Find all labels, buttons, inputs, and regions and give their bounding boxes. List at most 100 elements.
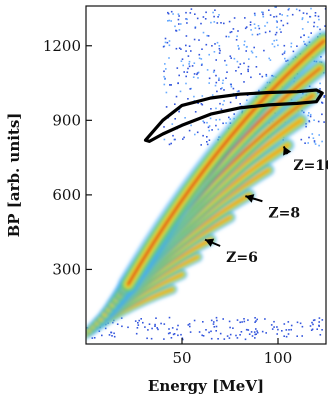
annotation-z6: Z=6 bbox=[204, 238, 258, 266]
noise-point bbox=[188, 45, 191, 47]
noise-point bbox=[232, 327, 234, 329]
noise-point bbox=[174, 103, 176, 105]
noise-point bbox=[163, 138, 166, 141]
noise-point bbox=[219, 332, 222, 335]
noise-point bbox=[254, 333, 256, 336]
noise-point bbox=[276, 333, 278, 335]
noise-point bbox=[248, 333, 251, 335]
noise-point bbox=[300, 138, 303, 141]
noise-point bbox=[189, 331, 192, 333]
band-peak bbox=[126, 39, 326, 287]
noise-point bbox=[243, 81, 245, 83]
noise-point bbox=[279, 13, 281, 15]
noise-point bbox=[247, 319, 249, 321]
noise-point bbox=[301, 325, 304, 328]
noise-point bbox=[196, 72, 199, 74]
noise-point bbox=[239, 321, 241, 324]
noise-point bbox=[228, 337, 231, 339]
noise-point bbox=[212, 323, 215, 325]
noise-point bbox=[228, 320, 231, 323]
noise-point bbox=[178, 23, 180, 25]
noise-point bbox=[214, 84, 217, 87]
noise-point bbox=[171, 123, 174, 125]
noise-point bbox=[164, 78, 166, 80]
annotation-arrow-head bbox=[205, 238, 215, 247]
noise-point bbox=[215, 124, 217, 127]
noise-point bbox=[243, 62, 245, 65]
noise-point bbox=[223, 100, 225, 102]
noise-point bbox=[144, 326, 146, 328]
noise-point bbox=[196, 17, 199, 20]
noise-point bbox=[255, 320, 257, 322]
noise-point bbox=[253, 23, 256, 25]
noise-point bbox=[188, 63, 190, 65]
noise-point bbox=[198, 39, 200, 41]
noise-point bbox=[316, 328, 318, 330]
noise-point bbox=[194, 27, 197, 29]
noise-point bbox=[210, 108, 212, 110]
noise-point bbox=[218, 77, 220, 80]
noise-point bbox=[285, 329, 288, 331]
noise-point bbox=[309, 325, 312, 327]
noise-point bbox=[276, 326, 278, 328]
noise-point bbox=[217, 16, 219, 18]
noise-point bbox=[178, 29, 181, 31]
noise-point bbox=[321, 140, 323, 143]
noise-point bbox=[193, 62, 196, 64]
noise-point bbox=[233, 17, 236, 19]
noise-point bbox=[319, 334, 322, 336]
noise-point bbox=[310, 32, 312, 34]
noise-point bbox=[140, 318, 142, 320]
noise-point bbox=[188, 60, 191, 63]
noise-point bbox=[212, 71, 215, 73]
noise-point bbox=[192, 76, 195, 78]
noise-point bbox=[215, 325, 218, 328]
noise-point bbox=[309, 115, 312, 118]
noise-point bbox=[316, 26, 319, 28]
noise-point bbox=[185, 18, 187, 20]
noise-point bbox=[318, 144, 320, 147]
highlight-contour bbox=[143, 88, 324, 143]
noise-point bbox=[219, 102, 221, 105]
noise-point bbox=[265, 73, 268, 76]
noise-point bbox=[213, 51, 216, 53]
noise-point bbox=[233, 113, 235, 115]
noise-point bbox=[186, 22, 188, 24]
noise-point bbox=[182, 138, 184, 140]
noise-point bbox=[215, 330, 217, 332]
noise-point bbox=[262, 11, 264, 14]
noise-point bbox=[163, 83, 166, 86]
noise-point bbox=[303, 40, 305, 43]
noise-point bbox=[181, 338, 184, 341]
noise-point bbox=[188, 323, 191, 325]
noise-point bbox=[194, 26, 197, 28]
noise-point bbox=[228, 20, 231, 23]
noise-point bbox=[318, 321, 320, 323]
noise-point bbox=[163, 75, 165, 78]
noise-point bbox=[215, 119, 217, 121]
noise-point bbox=[165, 91, 168, 94]
y-axis-label: BP [arb. units] bbox=[5, 113, 23, 238]
noise-point bbox=[168, 57, 170, 59]
noise-point bbox=[184, 117, 186, 119]
noise-point bbox=[202, 134, 204, 137]
noise-point bbox=[168, 44, 171, 47]
x-tick-label: 50 bbox=[172, 349, 191, 367]
noise-point bbox=[222, 103, 224, 106]
noise-point bbox=[254, 337, 256, 339]
noise-point bbox=[172, 333, 175, 336]
noise-point bbox=[236, 60, 239, 63]
noise-point bbox=[209, 117, 212, 120]
noise-point bbox=[222, 122, 224, 125]
noise-point bbox=[276, 21, 278, 23]
noise-point bbox=[203, 121, 206, 124]
annotation-label: Z=6 bbox=[226, 250, 258, 266]
noise-point bbox=[226, 71, 228, 73]
noise-point bbox=[244, 27, 247, 30]
noise-point bbox=[178, 74, 180, 77]
noise-point bbox=[319, 82, 321, 85]
noise-point bbox=[210, 337, 213, 340]
noise-point bbox=[217, 128, 220, 131]
noise-point bbox=[318, 325, 320, 327]
